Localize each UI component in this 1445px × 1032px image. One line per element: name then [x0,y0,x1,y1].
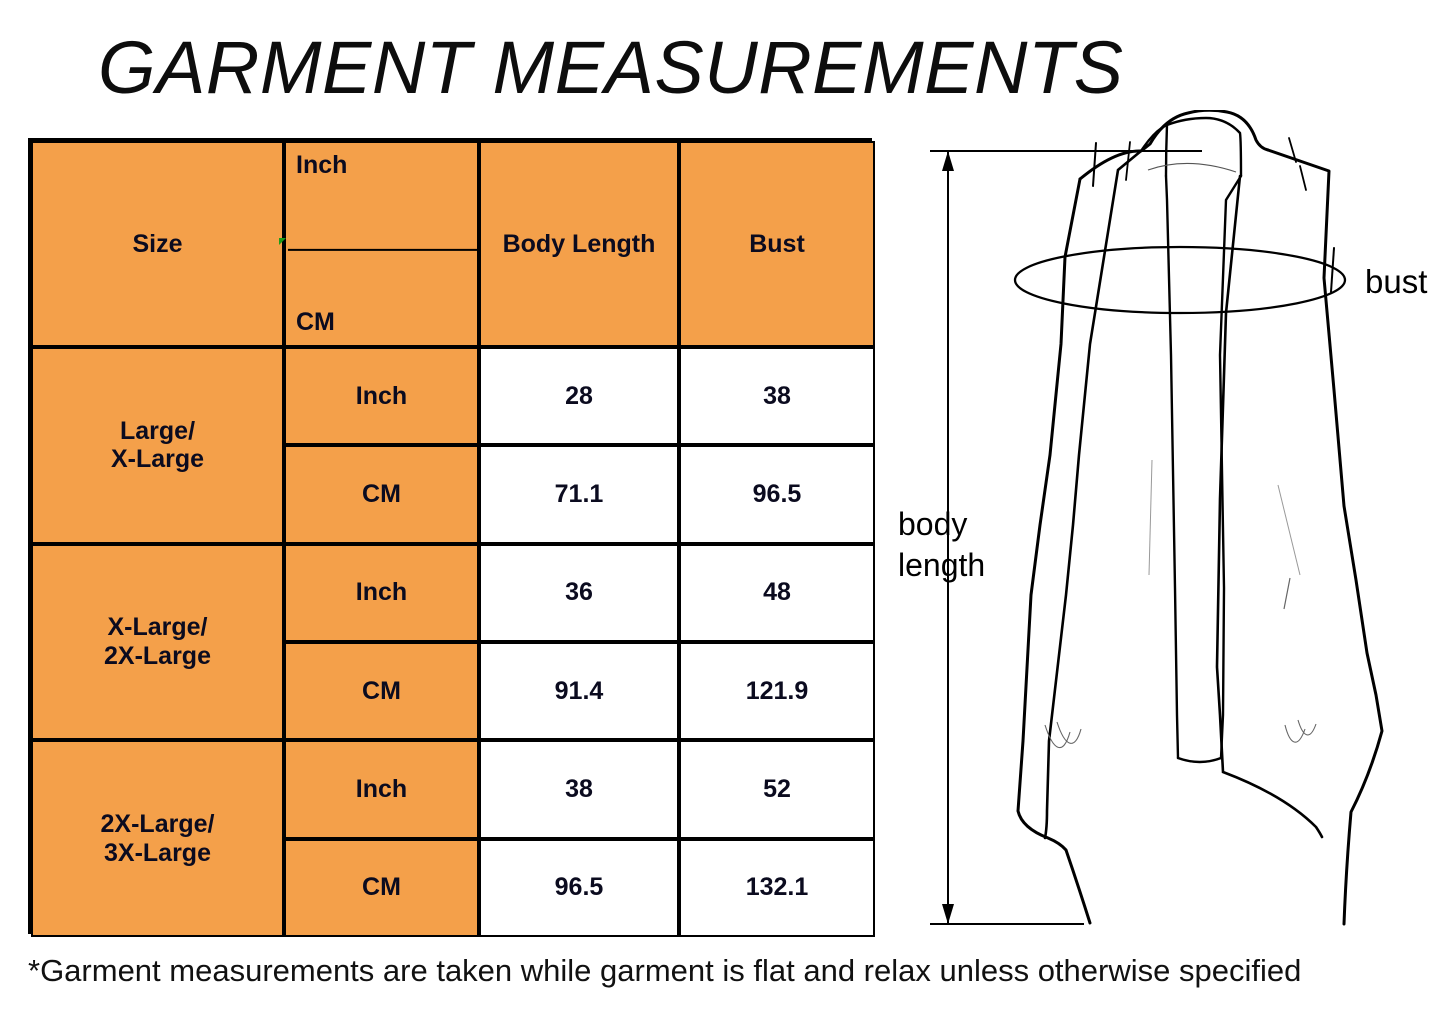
svg-text:length: length [900,547,985,583]
svg-text:bust: bust [1365,263,1427,300]
svg-text:body: body [900,506,967,542]
